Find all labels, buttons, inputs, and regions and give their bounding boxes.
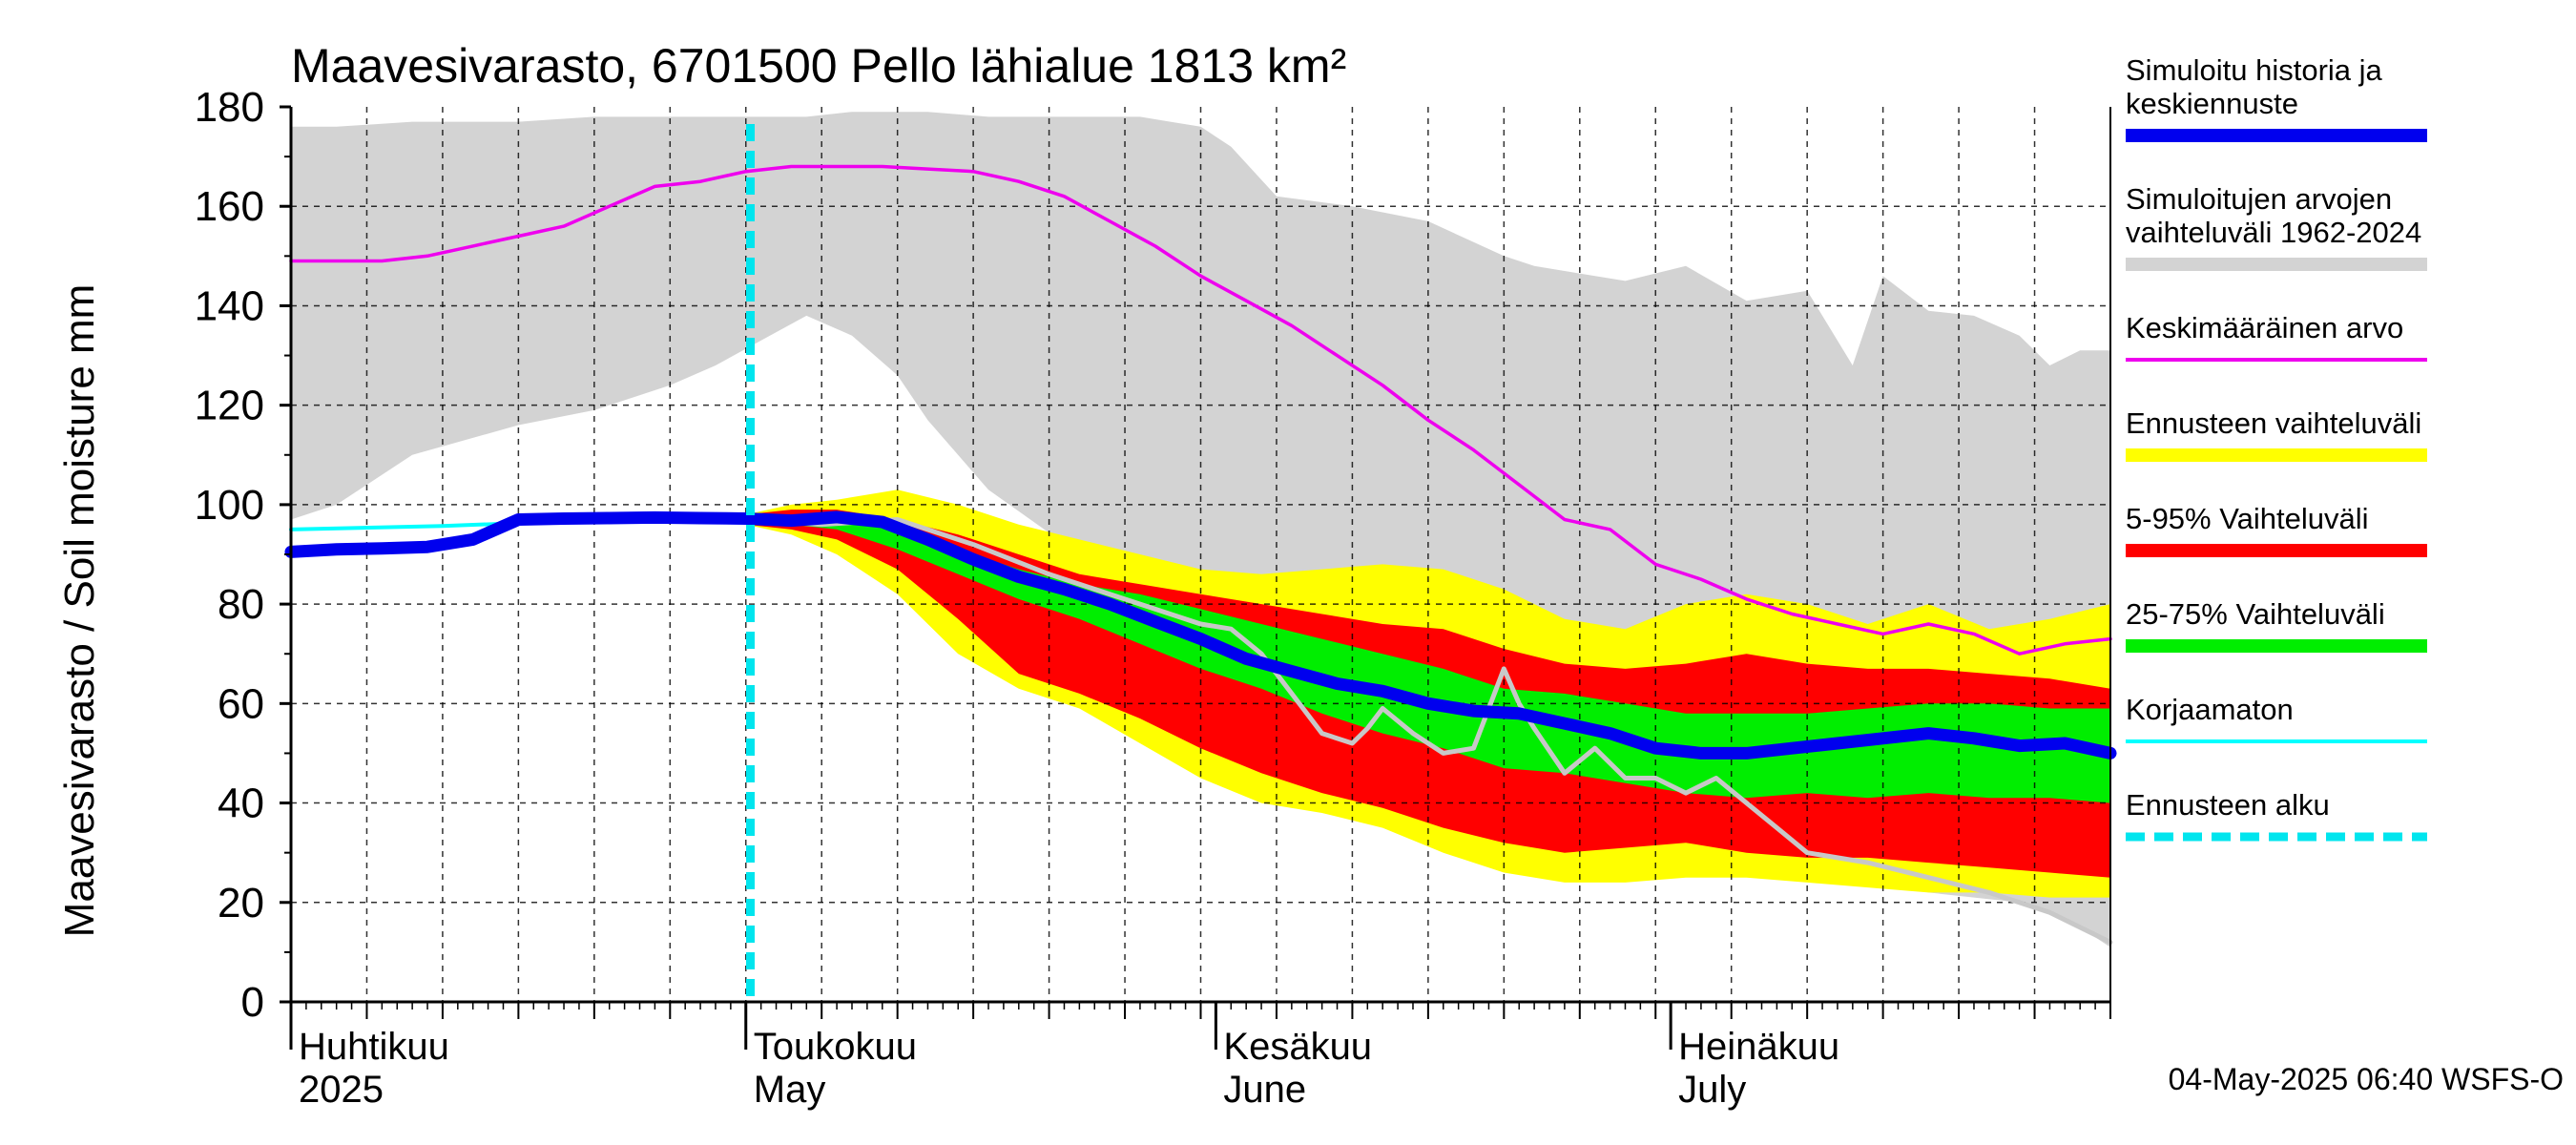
- y-tick-label: 0: [241, 979, 264, 1026]
- legend-label: Ennusteen alku: [2126, 788, 2330, 822]
- month-label-en: June: [1223, 1069, 1306, 1111]
- timestamp-footer: 04-May-2025 06:40 WSFS-O: [2169, 1062, 2564, 1096]
- month-label-en: May: [754, 1069, 826, 1111]
- y-tick-label: 100: [195, 482, 264, 529]
- month-label-fi: Toukokuu: [754, 1026, 917, 1068]
- legend-label: Simuloitujen arvojen: [2126, 182, 2392, 216]
- legend-label: Keskimääräinen arvo: [2126, 311, 2403, 344]
- band-simuloitujen-arvojen-vaihteluv-li-1962-2024: [291, 112, 2110, 947]
- month-label-fi: Kesäkuu: [1223, 1026, 1372, 1068]
- y-tick-label: 180: [195, 84, 264, 131]
- month-label-en: July: [1678, 1069, 1746, 1111]
- y-tick-label: 20: [218, 880, 264, 926]
- legend-label: Ennusteen vaihteluväli: [2126, 406, 2421, 440]
- month-label-fi: Heinäkuu: [1678, 1026, 1839, 1068]
- y-tick-label: 140: [195, 282, 264, 329]
- y-axis-label: Maavesivarasto / Soil moisture mm: [56, 284, 103, 938]
- month-label-fi: Huhtikuu: [299, 1026, 449, 1068]
- y-tick-label: 120: [195, 383, 264, 429]
- chart-title: Maavesivarasto, 6701500 Pello lähialue 1…: [291, 39, 1346, 93]
- y-tick-label: 60: [218, 680, 264, 727]
- legend-label: Korjaamaton: [2126, 693, 2294, 726]
- y-tick-label: 160: [195, 183, 264, 230]
- legend-label: 25-75% Vaihteluväli: [2126, 597, 2385, 631]
- legend-label: keskiennuste: [2126, 87, 2298, 120]
- y-tick-label: 40: [218, 781, 264, 827]
- line-simuloitu-historia-ja-keskiennuste: [284, 510, 2117, 760]
- month-label-en: 2025: [299, 1069, 384, 1111]
- line-keskim-r-inen-arvo: [289, 164, 2112, 656]
- legend-label: 5-95% Vaihteluväli: [2126, 502, 2368, 535]
- legend-label: Simuloitu historia ja: [2126, 53, 2383, 87]
- y-tick-label: 80: [218, 581, 264, 628]
- legend-label: vaihteluväli 1962-2024: [2126, 216, 2421, 249]
